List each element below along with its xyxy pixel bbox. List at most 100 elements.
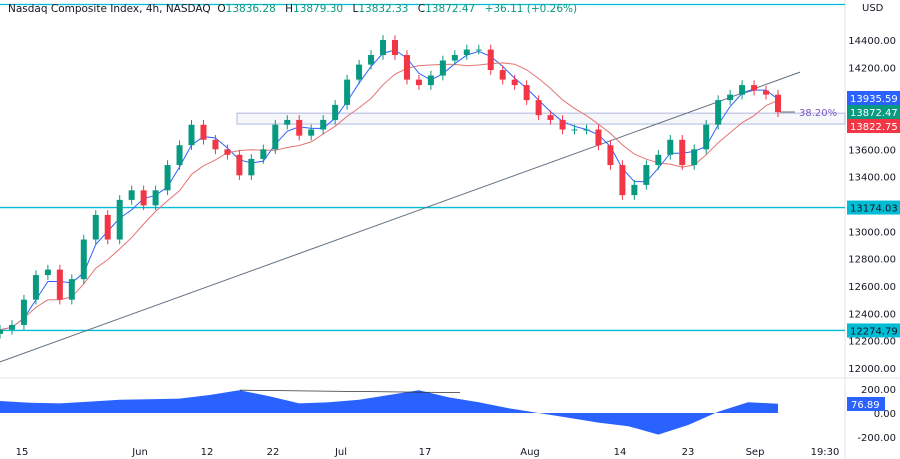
candle-body [631,184,638,196]
candle-body [739,85,746,95]
price-tag [847,91,900,105]
time-tick-label: Aug [520,447,540,458]
low-label: L [352,3,359,15]
candle-body [296,119,303,136]
price-tag-text: 13872.47 [850,108,898,119]
osc-tick-label: -200.00 [857,433,896,444]
price-tick-label: 12400.00 [848,309,896,320]
candle-body [547,115,554,120]
candle-body [320,119,327,130]
candle-body [559,119,566,130]
candle-body [128,190,135,200]
candle-body [116,199,123,240]
oscillator-area [0,390,778,435]
candle-body [272,124,279,150]
candle-body [92,214,99,240]
fib-label: 38.20% [799,108,837,119]
candle-body [56,269,63,300]
osc-tick-label: 200.00 [861,385,896,396]
candle-body [44,269,51,276]
candle-body [188,124,195,146]
candle-body [332,104,339,120]
candle-body [571,129,578,131]
candle-body [20,299,27,325]
candle-body [499,70,506,80]
price-tick-label: 12200.00 [848,337,896,348]
time-tick-label: 12 [201,447,214,458]
candle-body [236,154,243,176]
candle-body [679,139,686,166]
candle-body [619,165,626,196]
level-price-tag [847,323,900,338]
fast-moving-average [0,49,779,331]
close-value: 13872.47 [425,3,476,15]
price-tick-label: 13400.00 [848,173,896,184]
candle-body [104,214,111,240]
time-tick-label: 22 [267,447,280,458]
candle-body [643,165,650,185]
symbol-title: Nasdaq Composite Index, 4h, NASDAQ [8,3,211,15]
candle-body [152,190,159,206]
candle-body [463,49,470,56]
candle-body [284,119,291,125]
candle-body [607,145,614,166]
candle-body [511,79,518,86]
price-tag-text: 13935.59 [850,94,898,105]
candle-body [763,90,770,95]
candle-body [415,79,422,86]
time-tick-label: 15 [16,447,29,458]
candle-body [68,279,75,300]
time-tick-label: 17 [419,447,432,458]
candle-body [475,49,482,51]
open-value: 13836.28 [225,3,276,15]
time-tick-label: Jul [334,447,347,458]
low-value: 13832.33 [358,3,409,15]
candle-body [248,158,255,176]
candle-body [32,275,39,300]
candle-body [535,100,542,116]
candle-body [451,55,458,61]
candle-body [380,40,387,56]
candle-body [655,154,662,166]
level-price-text: 12274.79 [850,326,898,337]
candle-body [715,100,722,125]
price-tick-label: 12000.00 [848,364,896,375]
candle-body [583,129,590,131]
time-tick-label: Sep [746,447,765,458]
candle-body [8,324,15,330]
trend-line [0,71,801,363]
price-tag-text: 13822.75 [850,122,898,133]
price-tag [847,105,900,119]
open-label: O [217,3,226,15]
candle-body [368,55,375,65]
candle-body [344,79,351,105]
candle-body [140,190,147,206]
price-tick-label: 12800.00 [848,255,896,266]
candle-body [703,124,710,150]
candle-body [356,64,363,80]
price-tick-label: 14200.00 [848,63,896,74]
change-value: +36.11 (+0.26%) [484,3,578,15]
level-price-text: 13174.03 [850,204,898,215]
candle-body [403,55,410,80]
osc-value-text: 76.89 [851,400,880,411]
high-value: 13879.30 [293,3,344,15]
candle-body [308,129,315,136]
osc-value-tag [847,397,885,411]
price-tick-label: 12600.00 [848,282,896,293]
candle-body [727,94,734,101]
candle-body [212,139,219,150]
candle-body [0,329,3,334]
candle-body [260,149,267,159]
candle-body [176,145,183,166]
candle-body [80,239,87,280]
osc-tick-label: 0.00 [874,409,896,420]
price-tag [847,119,900,133]
time-tick-label: 19:30 [811,447,840,458]
time-tick-label: 14 [614,447,627,458]
high-label: H [285,3,294,15]
slow-moving-average [0,62,779,331]
candle-body [164,165,171,191]
